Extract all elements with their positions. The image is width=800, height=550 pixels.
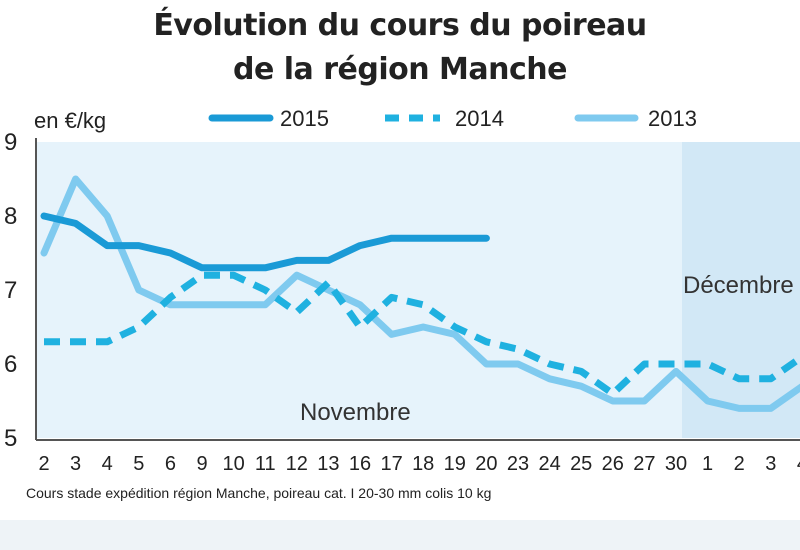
x-tick-label: 1 [702, 453, 713, 475]
series-line-2015 [40, 212, 490, 272]
x-tick-label: 30 [665, 453, 687, 475]
x-tick-label: 2 [734, 453, 745, 475]
chart-title-line1: Évolution du cours du poireau [153, 8, 647, 43]
x-tick-label: 9 [196, 453, 207, 475]
x-tick-label: 3 [765, 453, 776, 475]
x-tick-label: 18 [412, 453, 434, 475]
x-tick-label: 2 [38, 453, 49, 475]
plot-area-december [682, 142, 800, 438]
x-tick-label: 16 [349, 453, 371, 475]
chart-title-line2: de la région Manche [233, 52, 568, 87]
legend-label-2014: 2014 [455, 106, 504, 131]
x-tick-label: 24 [538, 453, 560, 475]
x-axis-ticks: 2345691011121316171819202324252627301234 [38, 453, 800, 475]
x-tick-label: 6 [165, 453, 176, 475]
legend: 2015 2014 2013 [208, 106, 697, 131]
y-tick-label: 6 [4, 351, 17, 378]
x-tick-label: 13 [317, 453, 339, 475]
x-tick-label: 26 [602, 453, 624, 475]
x-tick-label: 4 [102, 453, 113, 475]
y-axis-unit-label: en €/kg [34, 108, 106, 133]
period-label-december: Décembre [683, 272, 794, 299]
x-tick-label: 20 [475, 453, 497, 475]
x-tick-label: 11 [255, 453, 276, 475]
x-tick-label: 12 [286, 453, 308, 475]
series-line-2014 [44, 271, 800, 398]
legend-label-2015: 2015 [280, 106, 329, 131]
series-layer [40, 175, 800, 412]
x-tick-label: 4 [797, 453, 800, 475]
legend-label-2013: 2013 [648, 106, 697, 131]
y-axis-ticks: 5 6 7 8 9 [4, 129, 17, 452]
period-label-november: Novembre [300, 399, 411, 426]
x-tick-label: 25 [570, 453, 592, 475]
x-tick-label: 3 [70, 453, 81, 475]
y-tick-label: 8 [4, 203, 17, 230]
y-tick-label: 7 [4, 277, 17, 304]
source-note: Cours stade expédition région Manche, po… [26, 485, 491, 501]
x-tick-label: 19 [444, 453, 466, 475]
footer-band [0, 520, 800, 550]
x-tick-label: 17 [380, 453, 402, 475]
y-tick-label: 5 [4, 425, 17, 452]
x-tick-label: 23 [507, 453, 529, 475]
x-tick-label: 10 [222, 453, 244, 475]
x-tick-label: 5 [133, 453, 144, 475]
y-tick-label: 9 [4, 129, 17, 156]
plot-area-november [36, 142, 682, 438]
x-tick-label: 27 [633, 453, 655, 475]
series-line-2013 [40, 175, 800, 412]
